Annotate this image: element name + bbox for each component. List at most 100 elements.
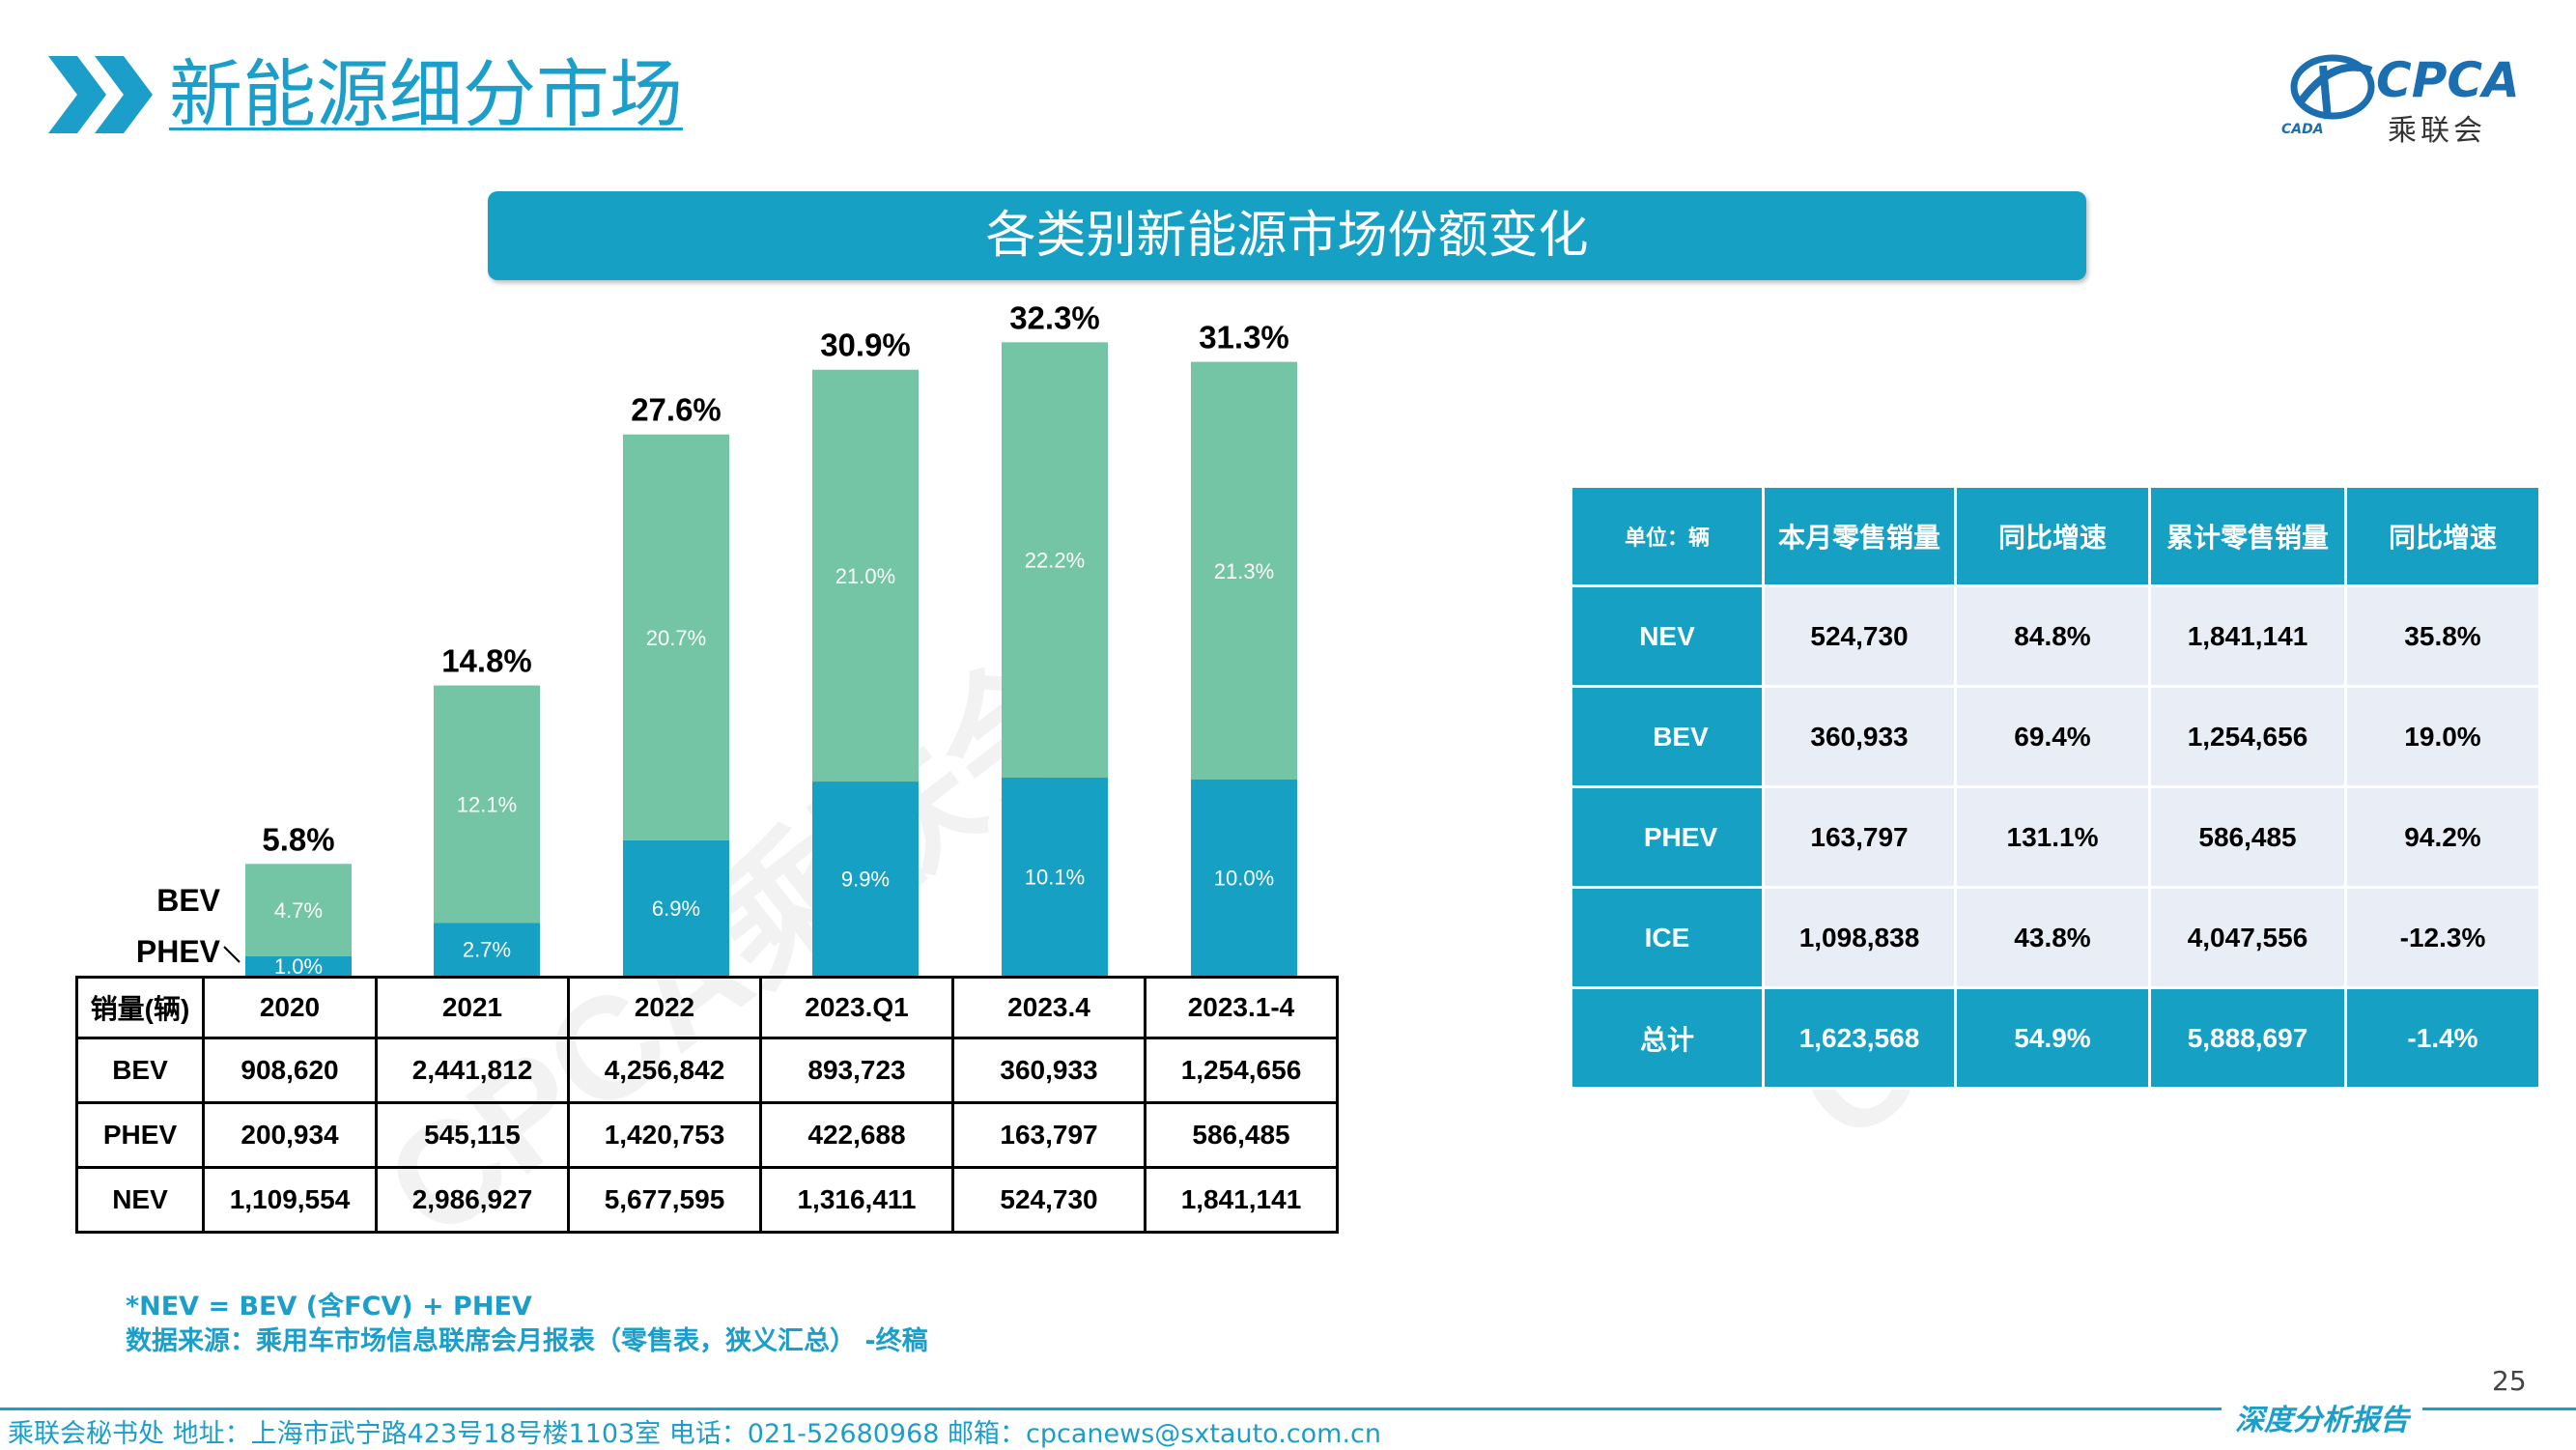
table-cell: 545,115 xyxy=(375,1101,570,1169)
sales-table-header-cell: 2022 xyxy=(567,976,762,1039)
legend-label-bev: BEV xyxy=(156,883,220,918)
bar-segment-bev xyxy=(623,434,729,840)
bar-segment-bev xyxy=(1002,342,1108,778)
table-cell: 1,098,838 xyxy=(1762,886,1957,989)
table-cell: 1,841,141 xyxy=(2148,584,2347,688)
table-cell: 35.8% xyxy=(2344,584,2541,688)
bar-segment-bev xyxy=(812,369,919,782)
table-cell: 94.2% xyxy=(2344,785,2541,889)
stats-table-header-cell: 累计零售销量 xyxy=(2148,485,2347,587)
table-cell: 360,933 xyxy=(951,1037,1146,1104)
legend-leader-line xyxy=(223,946,241,963)
table-cell: 200,934 xyxy=(202,1101,378,1169)
sales-table-header: 销量(辆) 2020 2021 2022 2023.Q1 2023.4 2023… xyxy=(75,976,1339,1039)
table-cell: 1,420,753 xyxy=(567,1101,762,1169)
sales-table-header-cell: 2023.4 xyxy=(951,976,1146,1039)
bar-segment-label: 21.3% xyxy=(1214,559,1274,583)
table-cell: 893,723 xyxy=(759,1037,954,1104)
bar-segment-label: 12.1% xyxy=(457,792,517,816)
table-row-label: ICE xyxy=(1570,886,1765,989)
footer-divider xyxy=(0,1407,2576,1410)
table-cell: -1.4% xyxy=(2344,986,2541,1090)
table-cell: 2,441,812 xyxy=(375,1037,570,1104)
table-cell: 163,797 xyxy=(1762,785,1957,889)
table-row-label: 总计 xyxy=(1570,986,1765,1090)
table-cell: 5,888,697 xyxy=(2148,986,2347,1090)
table-cell: NEV xyxy=(75,1166,205,1234)
sales-volume-table: 销量(辆) 2020 2021 2022 2023.Q1 2023.4 2023… xyxy=(75,976,1339,1234)
table-row-label: NEV xyxy=(1570,584,1765,688)
bar-segment-label: 9.9% xyxy=(841,867,890,892)
table-cell: 2,986,927 xyxy=(375,1166,570,1234)
table-cell: 131.1% xyxy=(1954,785,2151,889)
bar-segment-phev xyxy=(1002,777,1108,976)
table-cell: 908,620 xyxy=(202,1037,378,1104)
table-cell: 163,797 xyxy=(951,1101,1146,1169)
stats-table-header: 单位：辆 本月零售销量 同比增速 累计零售销量 同比增速 xyxy=(1570,485,2541,587)
logo-text: CPCA xyxy=(2376,52,2520,108)
table-cell: 69.4% xyxy=(1954,685,2151,788)
table-cell: 19.0% xyxy=(2344,685,2541,788)
table-cell: 1,254,656 xyxy=(2148,685,2347,788)
table-cell: 422,688 xyxy=(759,1101,954,1169)
bar-segment-label: 2.7% xyxy=(463,938,511,962)
sales-table-header-cell: 2023.Q1 xyxy=(759,976,954,1039)
table-cell: PHEV xyxy=(75,1101,205,1169)
table-cell: -12.3% xyxy=(2344,886,2541,989)
bar-segment-label: 10.1% xyxy=(1025,865,1085,889)
bar-segment-label: 6.9% xyxy=(652,896,700,921)
table-cell: 43.8% xyxy=(1954,886,2151,989)
table-row-label: BEV xyxy=(1570,685,1765,788)
table-cell: 360,933 xyxy=(1762,685,1957,788)
stacked-bar-chart: 1.0% 4.7% 5.8% 2.7% 12.1% 14.8% 6.9% 20.7% 27.6%… xyxy=(136,299,1297,979)
bar-segment-phev xyxy=(623,839,729,976)
nev-definition-note: *NEV = BEV (含FCV) + PHEV xyxy=(126,1292,532,1322)
table-row: PHEV 200,934 545,115 1,420,753 422,688 1… xyxy=(75,1101,1339,1169)
table-cell: 524,730 xyxy=(951,1166,1146,1234)
slide-title: 新能源细分市场 xyxy=(169,51,683,137)
double-chevron-icon xyxy=(48,56,153,133)
table-row: BEV 360,933 69.4% 1,254,656 19.0% xyxy=(1570,685,2541,788)
table-cell: 5,677,595 xyxy=(567,1166,762,1234)
bar-segment-label: 10.0% xyxy=(1214,867,1274,891)
table-cell: 84.8% xyxy=(1954,584,2151,688)
table-row: NEV 524,730 84.8% 1,841,141 35.8% xyxy=(1570,584,2541,688)
table-cell: 1,623,568 xyxy=(1762,986,1957,1090)
bar-total-label: 27.6% xyxy=(631,392,722,428)
bar-segment-bev xyxy=(434,685,540,924)
table-cell: 586,485 xyxy=(2148,785,2347,889)
bar-segment-phev xyxy=(434,923,540,976)
table-cell: 524,730 xyxy=(1762,584,1957,688)
bar-segment-label: 22.2% xyxy=(1025,549,1085,573)
footer-report-label: 深度分析报告 xyxy=(2222,1396,2422,1438)
bar-segment-bev xyxy=(245,864,352,956)
table-cell: 4,256,842 xyxy=(567,1037,762,1104)
sales-table-header-cell: 销量(辆) xyxy=(75,976,205,1039)
table-cell: 4,047,556 xyxy=(2148,886,2347,989)
table-cell: BEV xyxy=(75,1037,205,1104)
chart-banner-title: 各类别新能源市场份额变化 xyxy=(488,191,2086,280)
table-cell: 586,485 xyxy=(1144,1101,1339,1169)
table-row: ICE 1,098,838 43.8% 4,047,556 -12.3% xyxy=(1570,886,2541,989)
bar-segment-phev xyxy=(812,782,919,976)
sales-table-header-cell: 2023.1-4 xyxy=(1144,976,1339,1039)
bar-segment-label: 1.0% xyxy=(274,954,323,979)
logo-cn-text: 乘联会 xyxy=(2388,114,2486,148)
bar-total-label: 5.8% xyxy=(262,821,334,857)
sales-table-header-cell: 2020 xyxy=(202,976,378,1039)
legend-label-phev: PHEV xyxy=(136,934,221,969)
stats-table-header-cell: 本月零售销量 xyxy=(1762,485,1957,587)
table-row-total: 总计 1,623,568 54.9% 5,888,697 -1.4% xyxy=(1570,986,2541,1090)
bar-total-label: 30.9% xyxy=(820,327,911,363)
footer-contact: 乘联会秘书处 地址：上海市武宁路423号18号楼1103室 电话：021-526… xyxy=(8,1419,1382,1449)
table-cell: 1,109,554 xyxy=(202,1166,378,1234)
table-row: BEV 908,620 2,441,812 4,256,842 893,723 … xyxy=(75,1037,1339,1104)
table-cell: 1,316,411 xyxy=(759,1166,954,1234)
table-row: PHEV 163,797 131.1% 586,485 94.2% xyxy=(1570,785,2541,889)
data-source-note: 数据来源：乘用车市场信息联席会月报表（零售表，狭义汇总） -终稿 xyxy=(126,1326,928,1356)
bar-segment-label: 21.0% xyxy=(835,564,895,588)
cpca-logo: CPCA 乘联会 CADA xyxy=(2279,46,2540,148)
table-row-label: PHEV xyxy=(1570,785,1765,889)
stats-table-header-cell: 同比增速 xyxy=(2344,485,2541,587)
bar-segment-label: 20.7% xyxy=(646,626,706,650)
